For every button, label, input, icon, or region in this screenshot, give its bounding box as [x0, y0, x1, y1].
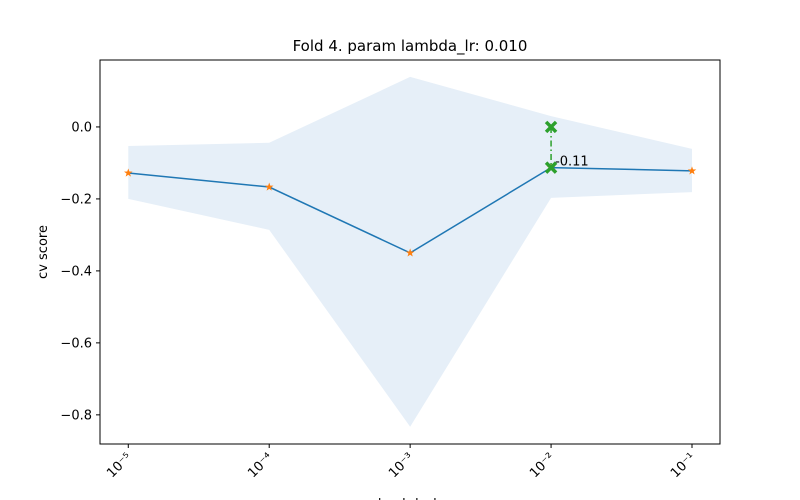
y-tick-label: −0.2 [60, 192, 92, 207]
point-marker [123, 168, 133, 177]
point-marker [264, 182, 274, 191]
chart-title: Fold 4. param lambda_lr: 0.010 [293, 37, 528, 56]
x-tick-label: 10⁻³ [386, 450, 417, 481]
highlight-marker [544, 120, 558, 134]
point-marker [687, 166, 697, 175]
y-tick-label: −0.4 [60, 264, 92, 279]
y-tick-label: −0.8 [60, 408, 92, 423]
x-tick-label: 10⁻⁵ [104, 450, 135, 481]
x-tick-label: 10⁻² [527, 450, 558, 481]
annotation: -0.11 [555, 155, 589, 170]
y-tick-label: 0.0 [71, 120, 92, 135]
y-tick-label: −0.6 [60, 336, 92, 351]
y-axis-label: cv score [36, 225, 51, 279]
x-tick-label: 10⁻¹ [668, 450, 699, 481]
highlight-marker [544, 161, 558, 174]
point-marker [405, 248, 415, 257]
x-tick-label: 10⁻⁴ [245, 450, 276, 481]
x-axis-label: lambda_lr [378, 497, 443, 500]
